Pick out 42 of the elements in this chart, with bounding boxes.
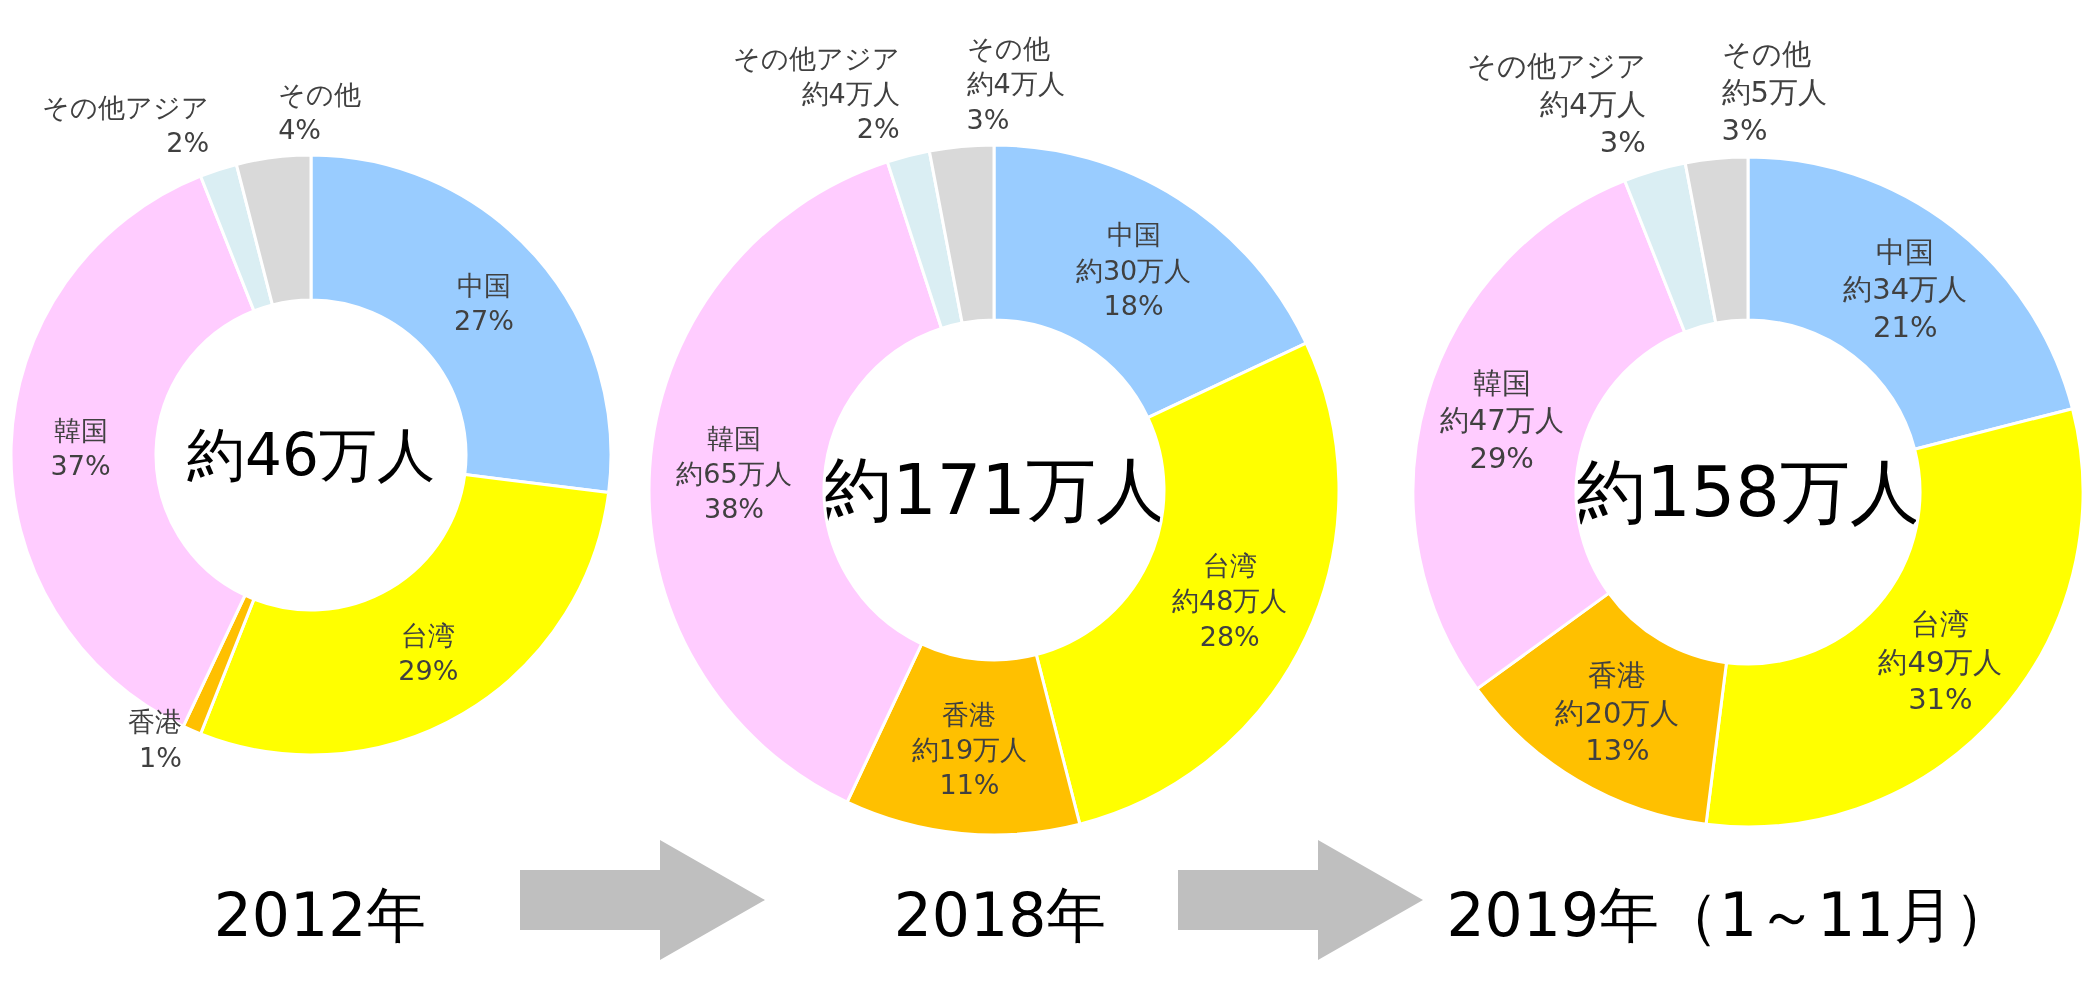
data-label: 1% bbox=[139, 741, 182, 773]
slice-label: 台湾 bbox=[1911, 606, 1970, 641]
data-label: 約20万人 13% bbox=[1555, 695, 1680, 768]
data-label: 約4万人 3% bbox=[1540, 87, 1646, 159]
text: 2018年 bbox=[893, 880, 1107, 950]
data-label: 2% bbox=[166, 127, 210, 159]
text: 約46万人 bbox=[187, 421, 435, 489]
data-label: 約4万人 2% bbox=[801, 78, 900, 145]
data-label: 約5万人 3% bbox=[1721, 74, 1827, 147]
data-label: 37% bbox=[50, 449, 111, 481]
slice-label: その他 bbox=[966, 33, 1050, 65]
slice-label: 中国 bbox=[456, 269, 511, 301]
slice-label: 韓国 bbox=[707, 423, 762, 455]
slice-label: 台湾 bbox=[401, 620, 456, 652]
slice-label: 韓国 bbox=[1472, 365, 1531, 400]
data-label: 約4万人 3% bbox=[966, 68, 1065, 135]
text: 約171万人 bbox=[822, 449, 1166, 531]
slice-label: 台湾 bbox=[1202, 550, 1257, 582]
data-label: 約30万人 18% bbox=[1075, 254, 1192, 321]
slice-label: 香港 bbox=[942, 698, 997, 730]
data-label: 約48万人 28% bbox=[1172, 585, 1288, 652]
slice-label: 香港 bbox=[127, 706, 182, 738]
data-label: 27% bbox=[453, 304, 514, 336]
slice-label: その他アジア bbox=[1466, 49, 1646, 84]
text: 2019年（1～11月） bbox=[1446, 880, 2014, 950]
data-label: 約65万人 38% bbox=[676, 458, 792, 525]
data-label: 約34万人 21% bbox=[1843, 272, 1968, 345]
text: 2012年 bbox=[213, 880, 427, 950]
slice-label: 韓国 bbox=[53, 414, 108, 446]
slice-label: 香港 bbox=[1588, 658, 1647, 693]
slice-label: その他 bbox=[278, 79, 362, 111]
slice-label: 中国 bbox=[1106, 219, 1161, 251]
data-label: 約19万人 11% bbox=[911, 733, 1028, 800]
data-label: 約47万人 29% bbox=[1439, 403, 1564, 476]
slice-label: その他アジア bbox=[732, 42, 900, 74]
slice-label: 中国 bbox=[1876, 234, 1935, 269]
text: 約158万人 bbox=[1576, 451, 1920, 533]
data-label: 29% bbox=[398, 655, 459, 687]
slice-label: その他 bbox=[1721, 37, 1811, 72]
slice-label: その他アジア bbox=[42, 92, 210, 124]
data-label: 約49万人 31% bbox=[1878, 644, 2003, 717]
data-label: 4% bbox=[278, 114, 321, 146]
